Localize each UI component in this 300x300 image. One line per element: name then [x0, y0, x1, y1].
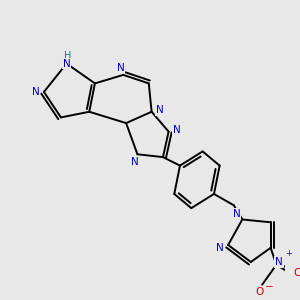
- Text: O: O: [255, 287, 263, 297]
- Text: H: H: [64, 52, 72, 61]
- Text: N: N: [131, 157, 139, 167]
- Text: N: N: [117, 63, 124, 73]
- Text: O: O: [293, 268, 300, 278]
- Text: N: N: [32, 87, 39, 97]
- Text: +: +: [286, 249, 292, 258]
- Text: −: −: [265, 283, 274, 292]
- Text: N: N: [233, 209, 241, 219]
- Text: N: N: [173, 125, 181, 135]
- Text: N: N: [216, 243, 224, 253]
- Text: N: N: [275, 257, 283, 267]
- Text: N: N: [156, 105, 164, 115]
- Text: N: N: [63, 58, 70, 69]
